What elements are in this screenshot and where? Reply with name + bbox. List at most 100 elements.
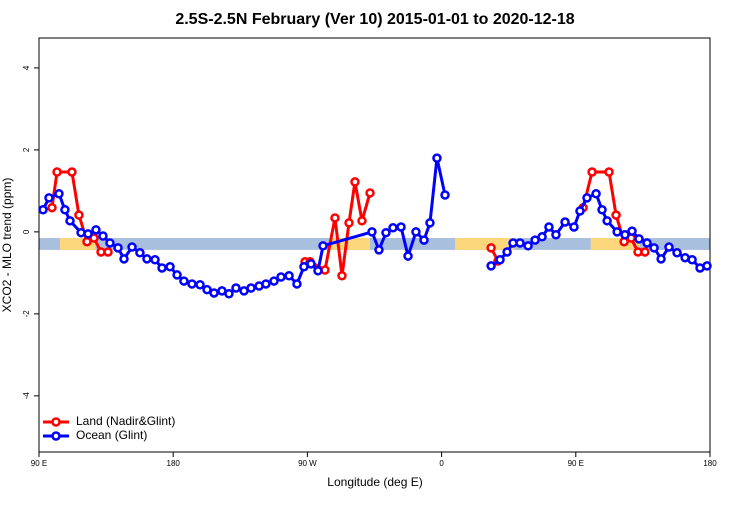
data-point xyxy=(365,188,375,198)
data-point xyxy=(103,247,113,257)
data-point xyxy=(582,193,592,203)
data-point xyxy=(425,218,435,228)
y-tick-label: 4 xyxy=(22,65,31,70)
data-point xyxy=(611,210,621,220)
data-point xyxy=(544,222,554,232)
data-point xyxy=(269,276,279,286)
data-point xyxy=(702,261,712,271)
x-tick-label: 0 xyxy=(439,459,444,468)
data-point xyxy=(246,283,256,293)
series-line xyxy=(41,157,708,296)
data-point xyxy=(591,189,601,199)
data-point xyxy=(602,216,612,226)
data-point xyxy=(587,167,597,177)
data-point xyxy=(597,204,607,215)
data-point xyxy=(687,255,697,265)
data-point xyxy=(344,218,354,228)
data-point xyxy=(44,193,54,203)
data-point xyxy=(150,255,160,265)
data-point xyxy=(47,202,57,213)
data-point xyxy=(54,189,64,199)
data-point xyxy=(292,279,302,289)
data-point xyxy=(604,167,614,177)
data-point xyxy=(664,242,674,252)
data-point xyxy=(440,190,450,200)
data-point xyxy=(642,238,652,248)
data-point xyxy=(330,213,340,223)
data-point xyxy=(649,243,659,253)
data-point xyxy=(388,223,398,233)
data-point xyxy=(381,227,391,238)
data-point xyxy=(530,235,540,245)
data-point xyxy=(261,279,271,289)
data-point xyxy=(537,232,547,242)
x-tick-label: 90 W xyxy=(298,459,317,468)
data-point xyxy=(127,242,137,252)
legend-label: Land (Nadir&Glint) xyxy=(76,414,175,428)
data-point xyxy=(113,243,123,253)
data-point xyxy=(83,229,93,239)
x-tick-label: 90 E xyxy=(31,459,47,468)
land-band xyxy=(455,238,515,250)
data-point xyxy=(634,234,644,244)
data-point xyxy=(318,241,328,251)
data-point xyxy=(419,235,429,245)
data-point xyxy=(411,227,421,237)
y-axis-label: XCO2 - MLO trend (ppm) xyxy=(0,178,14,313)
y-tick-label: 2 xyxy=(22,147,31,152)
data-point xyxy=(569,222,579,232)
data-point xyxy=(403,251,413,261)
data-point xyxy=(627,226,637,236)
data-point xyxy=(350,177,360,187)
land-band xyxy=(329,238,371,250)
y-tick-label: -4 xyxy=(22,392,31,400)
data-point xyxy=(367,227,377,237)
legend-marker xyxy=(51,431,61,441)
data-point xyxy=(502,247,512,257)
data-point xyxy=(284,270,294,281)
data-point xyxy=(486,243,496,253)
data-point xyxy=(91,225,101,235)
data-point xyxy=(276,272,286,282)
data-point xyxy=(135,248,145,258)
data-point xyxy=(515,238,525,248)
y-tick-label: -2 xyxy=(22,310,31,318)
data-point xyxy=(306,259,316,269)
data-point xyxy=(98,231,108,241)
legend-label: Ocean (Glint) xyxy=(76,428,147,442)
data-point xyxy=(224,289,234,299)
data-point xyxy=(396,222,406,232)
data-point xyxy=(560,217,570,227)
x-tick-label: 180 xyxy=(167,459,181,468)
data-point xyxy=(38,204,48,215)
data-point xyxy=(495,255,505,265)
data-point xyxy=(157,263,167,273)
data-point xyxy=(337,270,347,281)
y-tick-label: 0 xyxy=(22,229,31,234)
legend-marker xyxy=(51,417,61,427)
x-axis-label: Longitude (deg E) xyxy=(327,475,422,489)
data-point xyxy=(612,227,622,237)
data-point xyxy=(523,241,533,251)
data-point xyxy=(187,279,197,289)
data-point xyxy=(313,266,323,276)
data-point xyxy=(179,276,189,286)
data-point xyxy=(672,248,682,258)
data-point xyxy=(486,261,496,271)
data-point xyxy=(60,204,70,215)
data-point xyxy=(89,233,99,243)
data-point xyxy=(209,288,219,298)
data-point xyxy=(74,210,84,220)
data-point xyxy=(65,216,75,226)
data-point xyxy=(202,284,212,295)
land-band xyxy=(59,238,96,250)
data-point xyxy=(142,254,152,264)
data-point xyxy=(432,153,442,163)
data-point xyxy=(231,283,241,293)
plot-frame xyxy=(38,37,711,453)
data-point xyxy=(656,254,666,264)
land-band xyxy=(590,238,640,250)
data-point xyxy=(357,216,367,226)
data-point xyxy=(374,245,384,255)
